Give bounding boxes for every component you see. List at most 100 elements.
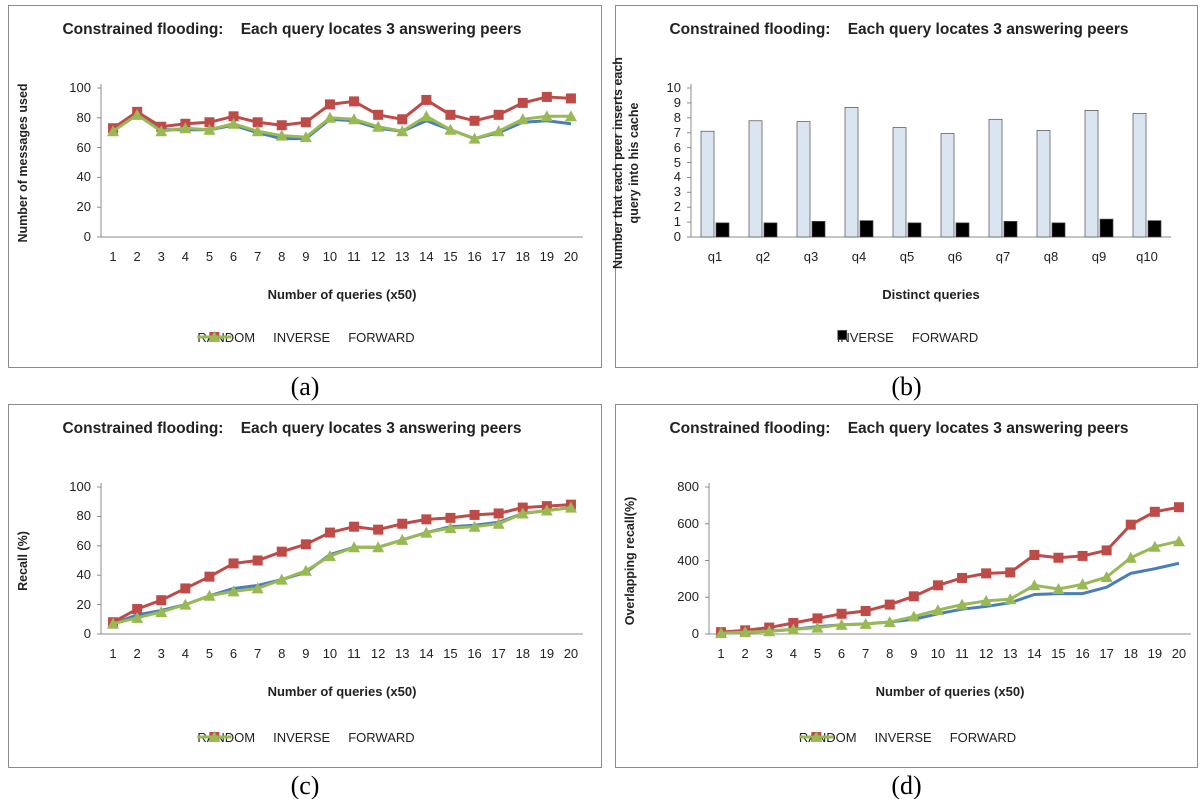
x-tick-label: 10: [930, 646, 946, 661]
bar: [715, 222, 730, 238]
legend-box: [836, 330, 847, 340]
y-tick-label: 6: [673, 139, 681, 155]
x-tick-label: q8: [1043, 249, 1059, 264]
y-tick-label: 0: [673, 229, 681, 244]
data-point: [107, 125, 120, 137]
legend-swatch: [197, 731, 232, 742]
chart-panel: Constrained flooding: Each query locates…: [615, 404, 1198, 768]
legend-label: INVERSE: [273, 730, 331, 745]
data-point: [1149, 506, 1160, 517]
legend-item: FORWARD: [197, 730, 415, 745]
bar: [988, 118, 1003, 238]
data-point: [1124, 551, 1137, 563]
x-tick-label: 20: [563, 249, 579, 264]
plot: [705, 483, 1191, 639]
legend-label: FORWARD: [911, 330, 979, 345]
x-tick-label: 14: [419, 646, 434, 661]
legend-item: FORWARD: [197, 330, 415, 345]
x-tick-label: 17: [491, 249, 506, 264]
data-point: [932, 580, 943, 591]
x-tick-label: 5: [813, 646, 822, 661]
x-tick-label: 4: [181, 249, 189, 264]
x-tick-label: 11: [347, 249, 361, 264]
y-axis-title: Number of messages used: [16, 82, 30, 243]
data-point: [396, 125, 409, 137]
data-point: [1029, 549, 1040, 560]
x-tick-label: 1: [109, 646, 117, 661]
data-point: [836, 608, 847, 619]
data-point: [155, 125, 168, 137]
x-tick-label: 7: [254, 249, 262, 264]
data-point: [1076, 578, 1089, 590]
data-point: [445, 109, 456, 120]
bar: [1099, 218, 1114, 238]
data-point: [1100, 571, 1113, 583]
data-point: [155, 605, 168, 617]
x-tick-label: 15: [443, 646, 458, 661]
chart-panel: Constrained flooding: Each query locates…: [611, 5, 1198, 368]
x-tick-label: 16: [467, 646, 482, 661]
data-point: [349, 521, 360, 532]
data-point: [812, 613, 823, 624]
legend: RANDOMINVERSEFORWARD: [197, 330, 415, 345]
data-point: [1052, 582, 1065, 594]
x-tick-label: 6: [229, 646, 238, 661]
x-tick-label: 6: [229, 249, 238, 264]
x-tick-label: q6: [947, 249, 963, 264]
data-point: [324, 99, 335, 110]
data-point: [227, 117, 240, 129]
y-axis-title: Number that each peer inserts each query…: [611, 56, 641, 269]
data-point: [348, 541, 361, 553]
data-point: [372, 541, 385, 553]
data-point: [1028, 579, 1041, 591]
x-tick-label: 13: [1003, 646, 1018, 661]
data-point: [1005, 567, 1016, 578]
series-line: [112, 113, 571, 141]
data-point: [228, 558, 239, 569]
x-tick-label: 18: [515, 646, 530, 661]
data-point: [251, 125, 264, 137]
x-tick-label: 6: [837, 646, 846, 661]
y-tick-label: 20: [76, 596, 91, 612]
y-tick-label: 800: [677, 479, 699, 494]
data-point: [492, 517, 505, 529]
data-point: [227, 585, 240, 597]
x-tick-label: 1: [109, 249, 117, 264]
data-point: [323, 550, 336, 562]
series-line: [112, 506, 572, 626]
data-point: [299, 131, 312, 143]
bar: [1036, 130, 1051, 238]
x-tick-label: q1: [707, 249, 723, 264]
data-point: [372, 120, 385, 132]
caption: (d): [891, 771, 922, 799]
legend: RANDOMINVERSEFORWARD: [197, 730, 415, 745]
x-tick-label: 9: [302, 249, 310, 264]
legend-swatch: [197, 331, 232, 342]
legend-marker: [208, 731, 221, 742]
bar: [1147, 220, 1162, 238]
data-point: [300, 539, 311, 550]
x-tick-label: 8: [886, 646, 894, 661]
y-tick-label: 100: [69, 80, 91, 95]
bar: [907, 222, 922, 238]
y-tick-label: 4: [673, 169, 681, 185]
data-point: [132, 604, 143, 615]
y-tick-label: 7: [673, 124, 681, 140]
y-tick-label: 60: [76, 139, 91, 155]
bar: [1132, 112, 1147, 238]
x-tick-label: 4: [181, 646, 189, 661]
x-tick-label: 5: [205, 249, 214, 264]
x-tick-label: 3: [157, 249, 165, 264]
bar: [1051, 222, 1066, 238]
y-tick-label: 0: [691, 626, 699, 641]
bar: [892, 127, 907, 238]
legend-marker: [809, 731, 822, 742]
bar: [796, 121, 811, 238]
data-point: [348, 113, 361, 125]
caption: (a): [290, 372, 320, 401]
legend-label: INVERSE: [874, 730, 932, 745]
x-tick-label: 14: [1027, 646, 1042, 661]
x-tick-label: q9: [1091, 249, 1107, 264]
data-point: [131, 611, 144, 623]
